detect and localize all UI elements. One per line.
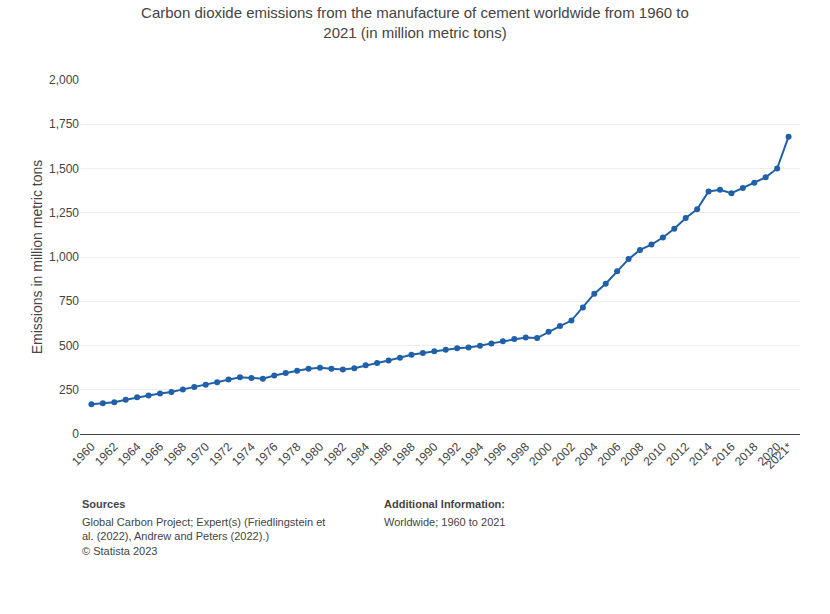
svg-text:1966: 1966	[138, 440, 167, 469]
svg-text:Additional Information:: Additional Information:	[384, 498, 505, 510]
svg-text:1986: 1986	[366, 440, 395, 469]
svg-text:750: 750	[59, 294, 79, 308]
svg-text:1976: 1976	[252, 440, 281, 469]
svg-text:1994: 1994	[458, 440, 487, 469]
svg-text:1,500: 1,500	[49, 162, 79, 176]
svg-text:2004: 2004	[572, 440, 601, 469]
svg-text:1998: 1998	[503, 440, 532, 469]
svg-text:2,000: 2,000	[49, 73, 79, 87]
svg-text:Emissions in million metric to: Emissions in million metric tons	[29, 160, 45, 355]
svg-text:1960: 1960	[69, 440, 98, 469]
svg-text:1992: 1992	[435, 440, 464, 469]
svg-text:500: 500	[59, 339, 79, 353]
svg-text:Worldwide; 1960 to 2021: Worldwide; 1960 to 2021	[384, 516, 506, 528]
svg-text:1974: 1974	[229, 440, 258, 469]
svg-text:Carbon dioxide emissions from: Carbon dioxide emissions from the manufa…	[141, 4, 689, 41]
svg-text:1996: 1996	[480, 440, 509, 469]
svg-text:1972: 1972	[206, 440, 235, 469]
svg-text:Sources: Sources	[82, 498, 125, 510]
svg-text:1988: 1988	[389, 440, 418, 469]
svg-text:1,750: 1,750	[49, 117, 79, 131]
svg-text:2020: 2020	[755, 440, 784, 469]
svg-text:2010: 2010	[640, 440, 669, 469]
svg-text:1978: 1978	[275, 440, 304, 469]
svg-text:2016: 2016	[709, 440, 738, 469]
svg-text:2006: 2006	[595, 440, 624, 469]
svg-text:1984: 1984	[343, 440, 372, 469]
svg-text:1970: 1970	[183, 440, 212, 469]
svg-text:2014: 2014	[686, 440, 715, 469]
svg-text:2012: 2012	[663, 440, 692, 469]
svg-text:1980: 1980	[298, 440, 327, 469]
svg-text:0: 0	[72, 427, 79, 441]
svg-text:2021*: 2021*	[763, 440, 795, 472]
svg-text:2002: 2002	[549, 440, 578, 469]
svg-text:2008: 2008	[618, 440, 647, 469]
svg-text:2000: 2000	[526, 440, 555, 469]
svg-text:1968: 1968	[160, 440, 189, 469]
svg-text:2018: 2018	[732, 440, 761, 469]
svg-text:1,000: 1,000	[49, 250, 79, 264]
svg-text:250: 250	[59, 383, 79, 397]
svg-text:1964: 1964	[115, 440, 144, 469]
svg-text:1962: 1962	[92, 440, 121, 469]
svg-text:1982: 1982	[320, 440, 349, 469]
svg-text:1990: 1990	[412, 440, 441, 469]
svg-text:Global Carbon Project; Expert(: Global Carbon Project; Expert(s) (Friedl…	[82, 516, 325, 557]
svg-text:1,250: 1,250	[49, 206, 79, 220]
